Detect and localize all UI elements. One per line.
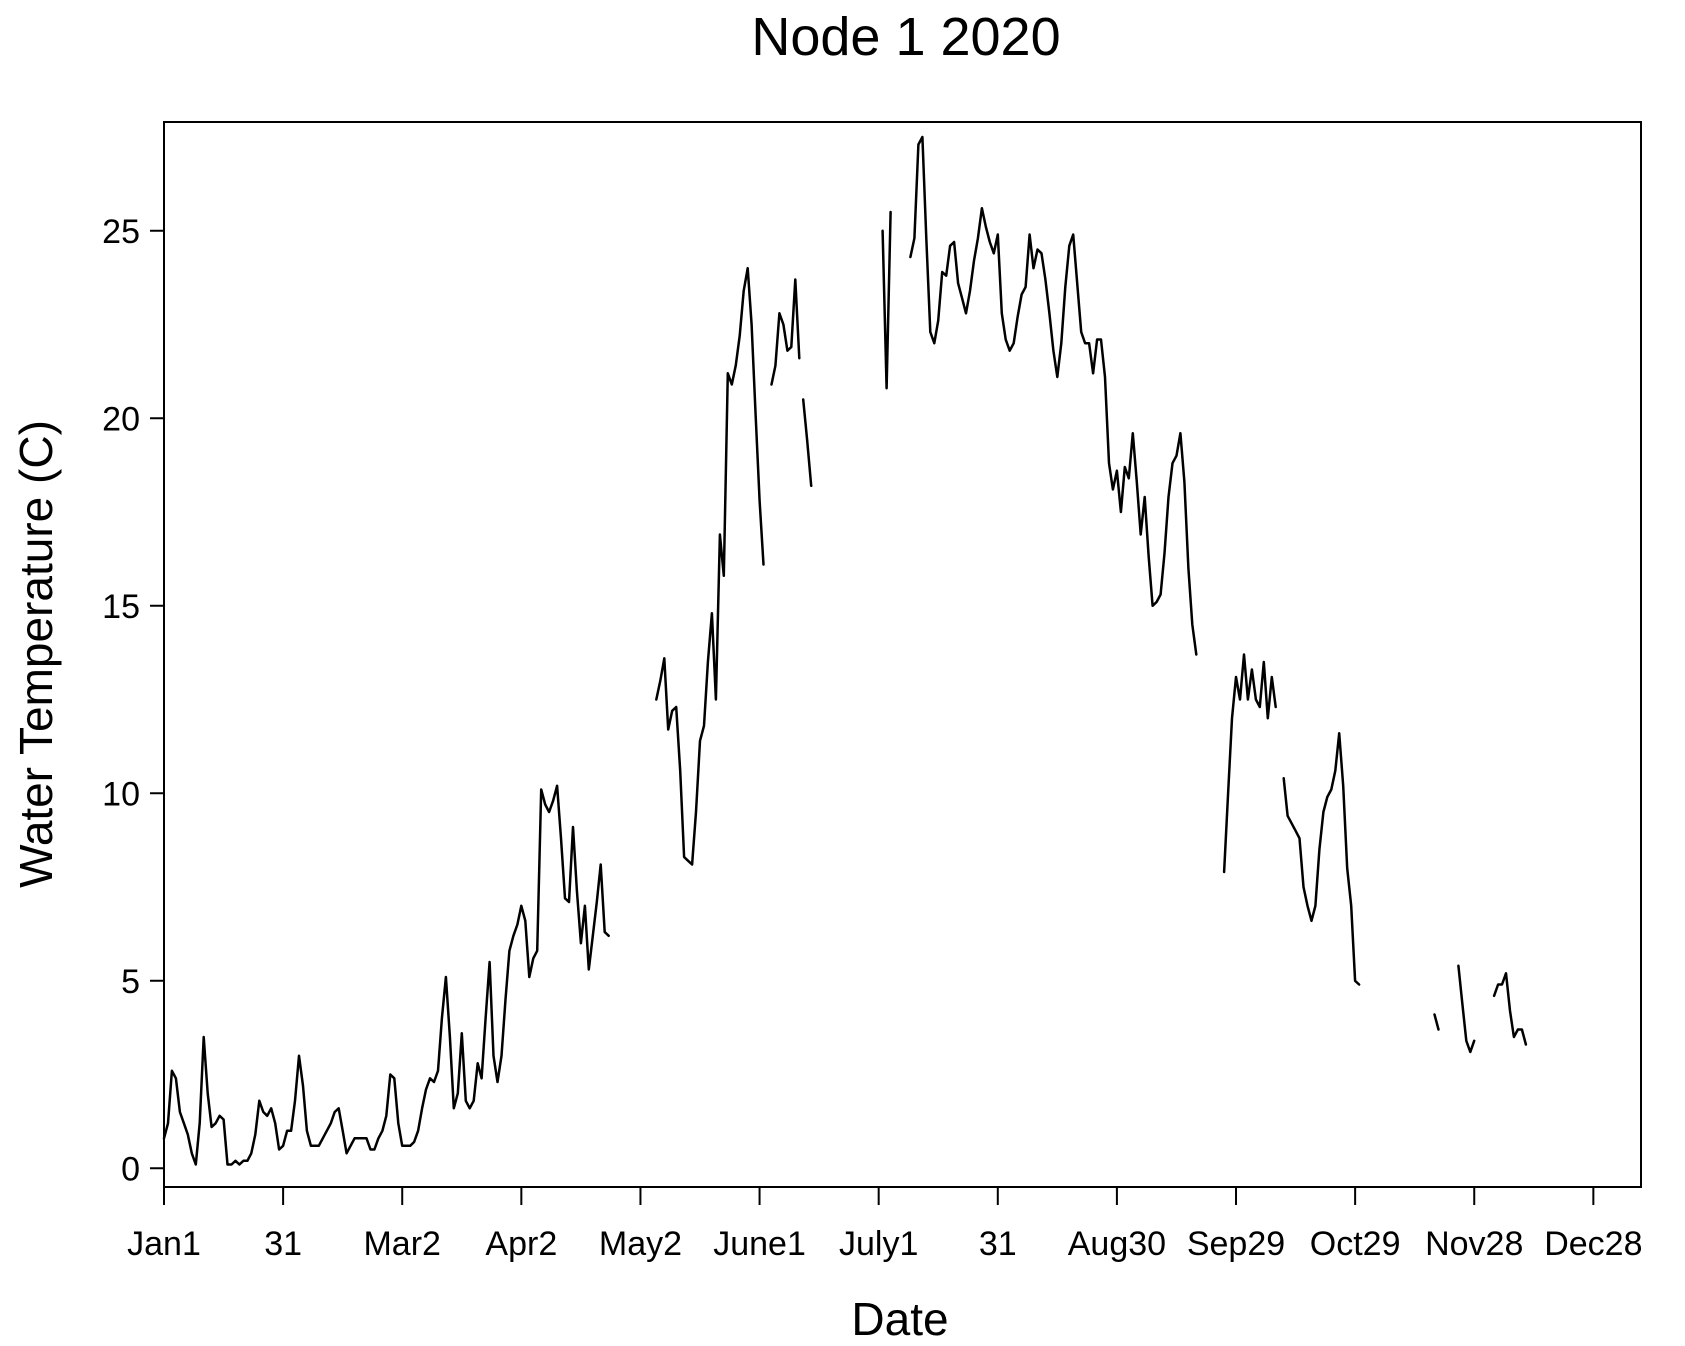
x-tick-label: Nov28 (1425, 1225, 1523, 1263)
plot-frame (163, 121, 1642, 1188)
series-line-segment (770, 278, 801, 386)
x-tick-label: 31 (264, 1225, 302, 1263)
series-line-segment (909, 135, 1198, 656)
series-line-segment (801, 398, 813, 488)
x-tick-label: Apr2 (485, 1225, 557, 1263)
series-line-segment (881, 210, 892, 390)
x-tick-label: Aug30 (1068, 1225, 1166, 1263)
x-tick-label: Jan1 (127, 1225, 201, 1263)
series-line-segment (162, 784, 610, 1166)
chart-title: Node 1 2020 (751, 7, 1060, 67)
y-axis-title: Water Temperature (C) (10, 420, 62, 888)
y-tick-label: 10 (102, 775, 140, 813)
x-tick-label: Oct29 (1310, 1225, 1401, 1263)
x-tick-label: 31 (979, 1225, 1017, 1263)
series-line-segment (1433, 1013, 1440, 1031)
series-line-segment (1492, 972, 1528, 1046)
x-tick-label: July1 (839, 1225, 918, 1263)
series-line-segment (1222, 653, 1277, 874)
x-tick-label: Sep29 (1187, 1225, 1285, 1263)
x-tick-label: Mar2 (363, 1225, 440, 1263)
x-axis-title: Date (851, 1293, 948, 1345)
y-tick-label: 25 (102, 213, 140, 251)
y-tick-label: 0 (121, 1150, 140, 1188)
x-tick-label: Dec28 (1544, 1225, 1642, 1263)
x-tick-label: June1 (713, 1225, 806, 1263)
series-line-segment (1457, 964, 1476, 1054)
series-line-segment (1282, 732, 1361, 986)
x-tick-label: May2 (599, 1225, 682, 1263)
y-tick-label: 15 (102, 588, 140, 626)
y-tick-label: 20 (102, 400, 140, 438)
x-axis: Jan1 31 Mar2 Apr2 May2 June1 July1 31 Aug30 Sep29… (127, 1187, 1642, 1263)
y-axis: 0 5 10 15 20 25 (102, 213, 164, 1188)
temperature-series (162, 135, 1528, 1166)
series-line-segment (655, 266, 765, 866)
y-tick-label: 5 (121, 963, 140, 1001)
